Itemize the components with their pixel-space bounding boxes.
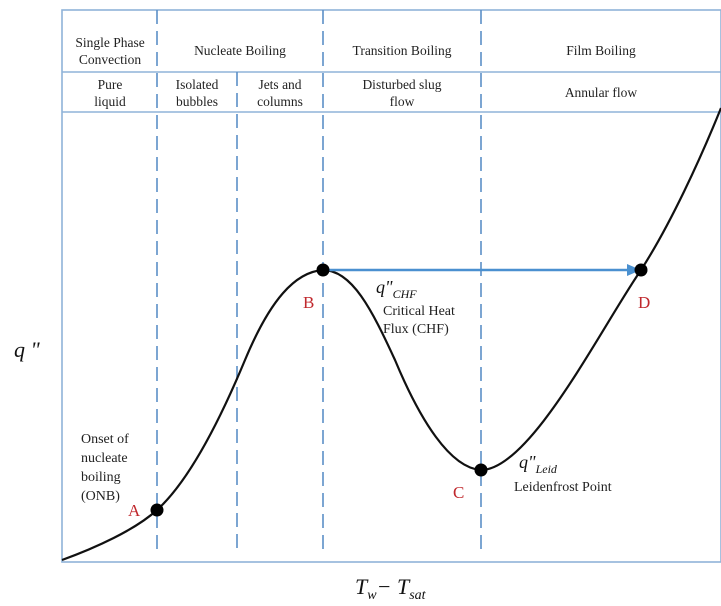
chf-to-film-arrow-head [627, 264, 641, 276]
leid-note: Leidenfrost Point [514, 480, 612, 495]
onb-note-line1: Onset of [81, 432, 129, 447]
regime-single-phase-line2: Convection [79, 52, 141, 67]
point-a-label: A [128, 501, 141, 520]
point-b-label: B [303, 293, 314, 312]
regime-film-boiling: Film Boiling [566, 43, 636, 58]
sub-isolated-line2: bubbles [176, 94, 218, 109]
point-c-marker [474, 463, 488, 477]
chf-note-line1: Critical Heat [383, 304, 455, 319]
regime-transition-boiling: Transition Boiling [353, 43, 452, 58]
chf-note-line2: Flux (CHF) [383, 322, 449, 337]
sub-jets-line1: Jets and [258, 77, 301, 92]
y-axis-label: q " [14, 337, 41, 362]
regime-nucleate-boiling: Nucleate Boiling [194, 43, 286, 58]
regime-single-phase-line1: Single Phase [75, 35, 144, 50]
sub-pure-line1: Pure [98, 77, 123, 92]
sub-slug-line2: flow [390, 94, 415, 109]
sub-pure-line2: liquid [94, 94, 126, 109]
sub-slug-line1: Disturbed slug [362, 77, 441, 92]
x-axis-label: Tw− Tsat [355, 574, 427, 603]
point-d-label: D [638, 293, 650, 312]
onb-note-line4: (ONB) [81, 489, 120, 504]
point-a-marker [150, 503, 164, 517]
leid-symbol: q"Leid [519, 452, 558, 476]
point-c-label: C [453, 483, 464, 502]
sub-annular-flow: Annular flow [565, 85, 638, 100]
plot-frame [61, 9, 721, 563]
onb-note-line3: boiling [81, 470, 121, 485]
sub-jets-line2: columns [257, 94, 303, 109]
point-b-marker [316, 263, 330, 277]
chf-symbol: q"CHF [376, 277, 417, 301]
sub-isolated-line1: Isolated [176, 77, 219, 92]
boiling-curve [61, 107, 721, 562]
point-d-marker [634, 263, 648, 277]
onb-note-line2: nucleate [81, 451, 128, 466]
regime-dividers [156, 10, 482, 552]
